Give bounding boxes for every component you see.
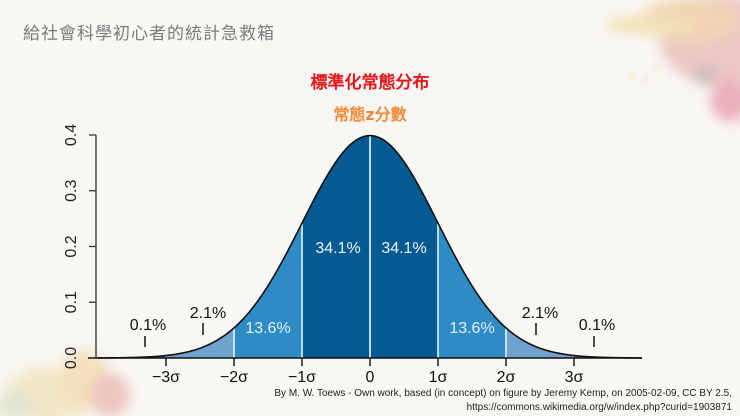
label-left-tail: 0.1% xyxy=(130,317,166,334)
y-tick-label: 0.4 xyxy=(63,124,80,146)
x-tick-label: −1σ xyxy=(288,369,316,386)
x-tick-label: −2σ xyxy=(220,369,248,386)
label-right-13: 13.6% xyxy=(449,320,494,337)
label-right-2: 2.1% xyxy=(522,305,558,322)
label-left-34: 34.1% xyxy=(315,240,360,257)
credit-line-1: By M. W. Toews - Own work, based (in con… xyxy=(274,388,732,399)
chart-title: 標準化常態分布 xyxy=(310,73,430,93)
x-axis-ticks: −3σ −2σ −1σ 0 1σ 2σ 3σ xyxy=(152,358,584,386)
label-left-2: 2.1% xyxy=(190,305,226,322)
label-right-tail: 0.1% xyxy=(579,317,615,334)
x-tick-label: 1σ xyxy=(429,369,448,386)
x-tick-label: 3σ xyxy=(565,369,584,386)
sigma-divider-lines xyxy=(233,135,507,358)
y-tick-label: 0.3 xyxy=(63,180,80,202)
x-tick-label: 2σ xyxy=(497,369,516,386)
x-tick-label: −3σ xyxy=(152,369,180,386)
chart-subtitle: 常態z分數 xyxy=(333,105,407,124)
label-left-13: 13.6% xyxy=(245,320,290,337)
image-credit: By M. W. Toews - Own work, based (in con… xyxy=(274,387,732,415)
x-tick-label: 0 xyxy=(366,369,375,386)
label-right-34: 34.1% xyxy=(381,240,426,257)
y-axis-ticks: 0.0 0.1 0.2 0.3 0.4 xyxy=(63,124,96,369)
y-tick-label: 0.1 xyxy=(63,291,80,313)
credit-line-2: https://commons.wikimedia.org/w/index.ph… xyxy=(466,402,732,413)
y-tick-label: 0.0 xyxy=(63,347,80,369)
region-1 xyxy=(166,327,234,358)
bell-curve xyxy=(97,134,643,359)
slide-title: 給社會科學初心者的統計急救箱 xyxy=(23,24,275,44)
y-tick-label: 0.2 xyxy=(63,235,80,257)
region-6 xyxy=(506,327,574,358)
